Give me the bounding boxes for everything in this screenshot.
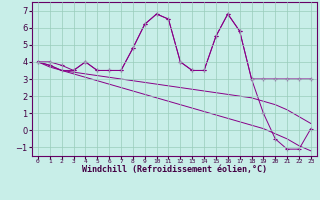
X-axis label: Windchill (Refroidissement éolien,°C): Windchill (Refroidissement éolien,°C)	[82, 165, 267, 174]
